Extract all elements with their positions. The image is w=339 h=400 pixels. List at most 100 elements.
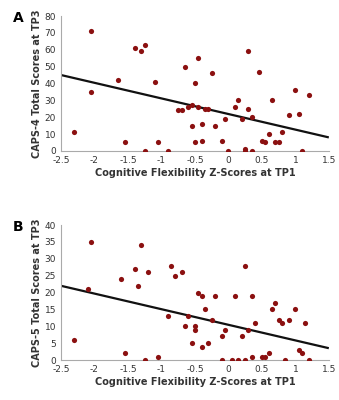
Point [189, 122, 194, 129]
Point [155, 354, 161, 360]
Point [172, 272, 178, 279]
Point [142, 148, 147, 154]
Point [259, 354, 264, 360]
X-axis label: Cognitive Flexibility Z-Scores at TP1: Cognitive Flexibility Z-Scores at TP1 [95, 168, 295, 178]
Point [306, 92, 312, 98]
Point [209, 70, 214, 76]
Point [269, 97, 275, 104]
Point [279, 320, 285, 326]
Point [72, 336, 77, 343]
Point [219, 333, 224, 340]
Point [226, 148, 231, 154]
Point [145, 269, 151, 276]
Point [192, 139, 198, 146]
Point [209, 316, 214, 323]
Point [192, 80, 198, 87]
Point [246, 48, 251, 55]
Point [202, 106, 208, 112]
Point [233, 293, 238, 299]
Point [229, 357, 235, 363]
Point [253, 320, 258, 326]
Point [155, 139, 161, 146]
Point [262, 354, 268, 360]
Point [242, 146, 248, 152]
Point [165, 313, 171, 319]
Point [176, 107, 181, 114]
Point [246, 106, 251, 112]
Point [199, 293, 204, 299]
Point [249, 354, 255, 360]
Point [88, 89, 94, 95]
Point [299, 350, 305, 356]
Point [182, 63, 187, 70]
Point [192, 326, 198, 333]
Point [139, 242, 144, 248]
Point [276, 139, 281, 146]
Point [199, 343, 204, 350]
Point [196, 104, 201, 110]
Point [233, 104, 238, 110]
Point [286, 316, 292, 323]
Point [139, 48, 144, 55]
Point [88, 239, 94, 245]
Point [222, 326, 228, 333]
Point [273, 300, 278, 306]
Point [293, 306, 298, 313]
Point [182, 323, 187, 330]
Point [296, 111, 301, 117]
Point [276, 316, 281, 323]
Y-axis label: CAPS-4 Total Scores at TP3: CAPS-4 Total Scores at TP3 [32, 9, 42, 158]
Point [212, 293, 218, 299]
Point [249, 293, 255, 299]
Point [212, 122, 218, 129]
Point [196, 55, 201, 61]
Point [279, 129, 285, 136]
Point [165, 148, 171, 154]
X-axis label: Cognitive Flexibility Z-Scores at TP1: Cognitive Flexibility Z-Scores at TP1 [95, 377, 295, 387]
Point [152, 78, 157, 85]
Point [142, 42, 147, 48]
Point [222, 116, 228, 122]
Point [189, 340, 194, 346]
Point [205, 106, 211, 112]
Point [256, 68, 261, 75]
Point [85, 286, 91, 292]
Text: B: B [13, 220, 23, 234]
Point [239, 116, 244, 122]
Point [283, 357, 288, 363]
Point [122, 139, 127, 146]
Point [179, 269, 184, 276]
Point [135, 283, 141, 289]
Point [246, 326, 251, 333]
Point [132, 266, 137, 272]
Point [192, 323, 198, 330]
Point [249, 148, 255, 154]
Point [205, 340, 211, 346]
Point [303, 320, 308, 326]
Point [236, 357, 241, 363]
Point [72, 129, 77, 136]
Point [293, 87, 298, 93]
Point [269, 306, 275, 313]
Point [239, 333, 244, 340]
Point [199, 121, 204, 127]
Point [179, 107, 184, 114]
Point [249, 114, 255, 120]
Point [169, 262, 174, 269]
Point [219, 357, 224, 363]
Point [219, 138, 224, 144]
Y-axis label: CAPS-5 Total Scores at TP3: CAPS-5 Total Scores at TP3 [32, 218, 42, 367]
Point [88, 28, 94, 34]
Point [199, 138, 204, 144]
Point [185, 104, 191, 110]
Point [273, 139, 278, 146]
Point [262, 139, 268, 146]
Point [119, 276, 124, 282]
Point [122, 350, 127, 356]
Point [242, 148, 248, 154]
Point [185, 313, 191, 319]
Point [299, 148, 305, 154]
Point [132, 45, 137, 51]
Point [259, 138, 264, 144]
Point [296, 347, 301, 353]
